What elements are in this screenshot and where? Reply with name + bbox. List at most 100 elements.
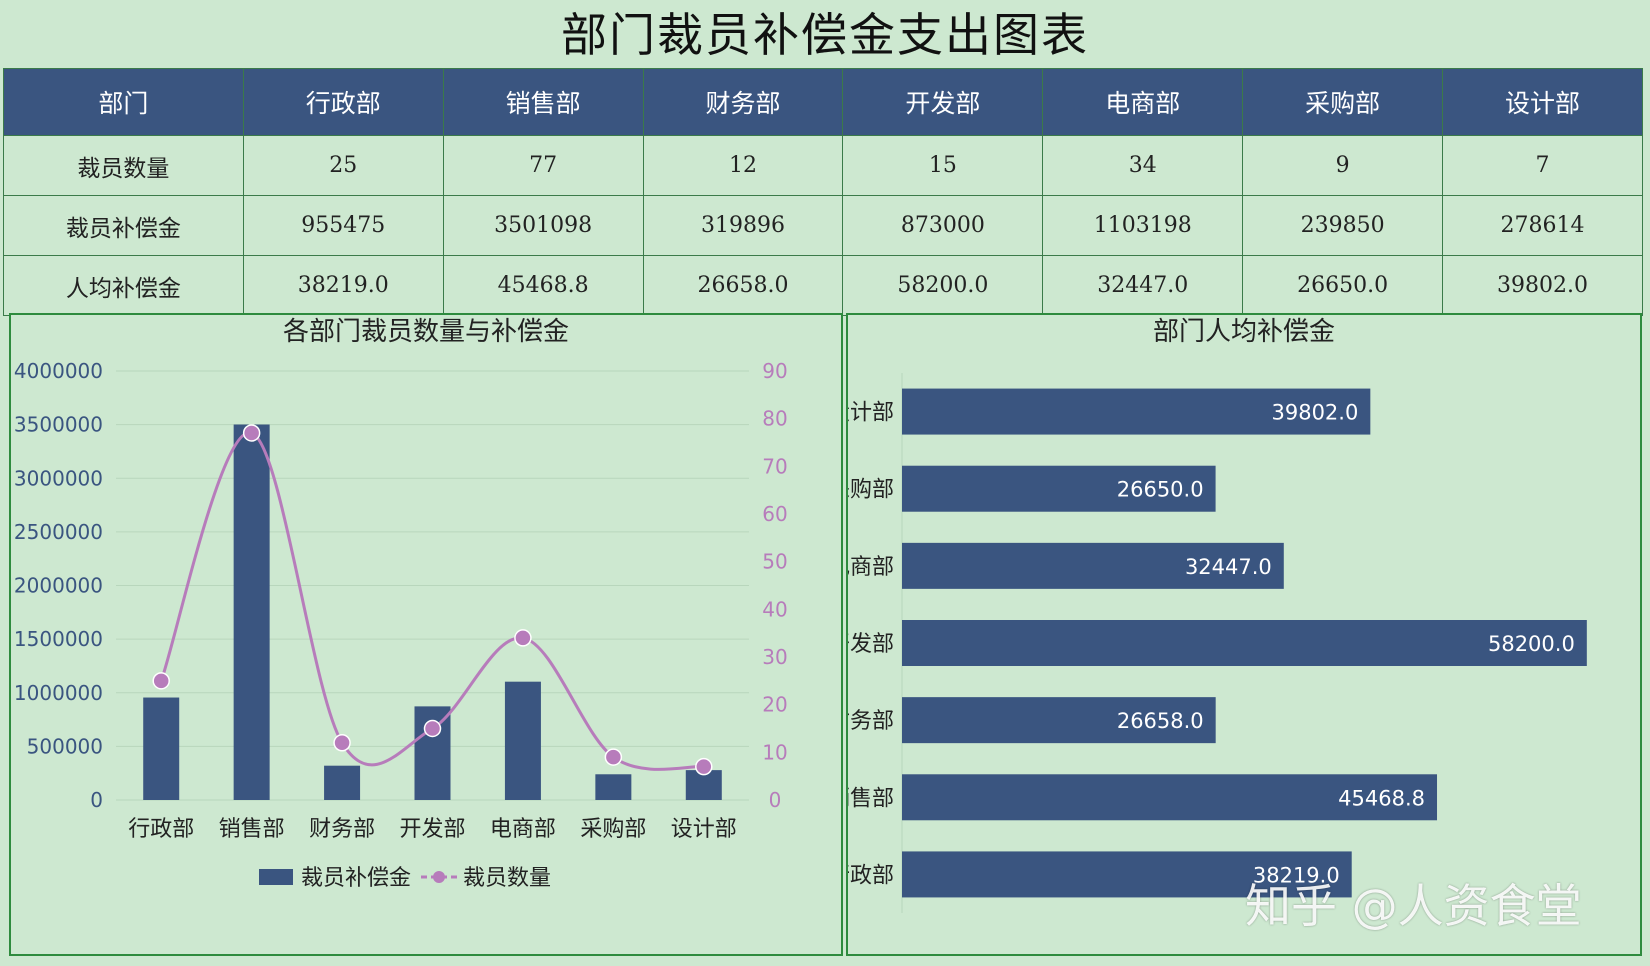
table-cell: 955475 bbox=[242, 195, 444, 256]
hbar bbox=[902, 774, 1438, 821]
hbar bbox=[902, 465, 1216, 512]
line-point-headcount bbox=[333, 734, 351, 752]
table-cell: 7 bbox=[1442, 135, 1643, 196]
y-left-tick-label: 0 bbox=[90, 788, 103, 812]
line-point-headcount bbox=[152, 672, 170, 690]
y-left-tick-label: 500000 bbox=[27, 734, 103, 758]
line-headcount bbox=[159, 431, 704, 771]
y-right-tick-label: 10 bbox=[762, 740, 787, 764]
table-cell: 25 bbox=[242, 135, 444, 196]
y-tick-label: 财务部 bbox=[848, 709, 894, 734]
bar-compensation bbox=[595, 774, 632, 800]
table-row-label: 裁员补偿金 bbox=[3, 195, 244, 256]
table-cell: 32447.0 bbox=[1042, 255, 1244, 316]
table-cell: 1103198 bbox=[1042, 195, 1244, 256]
hbar-value-label: 38219.0 bbox=[1253, 863, 1340, 887]
hbar-value-label: 45468.8 bbox=[1338, 786, 1425, 810]
combo-chart-panel[interactable]: 各部门裁员数量与补偿金 0 500000 1000000 1500000 2000000 2… bbox=[9, 313, 843, 956]
table-cell: 278614 bbox=[1442, 195, 1643, 256]
y-tick-label: 销售部 bbox=[848, 786, 894, 811]
x-tick-label: 设计部 bbox=[671, 817, 737, 842]
compensation-table: 部门 行政部 销售部 财务部 开发部 电商部 采购部 设计部 裁员数量 25 7… bbox=[3, 68, 1643, 316]
hbar-value-label: 39802.0 bbox=[1271, 401, 1358, 425]
y-left-tick-label: 3000000 bbox=[14, 466, 103, 490]
table-cell: 319896 bbox=[642, 195, 844, 256]
y-tick-label: 电商部 bbox=[848, 555, 894, 580]
watermark-text: 知乎 @人资食堂 bbox=[1245, 879, 1582, 933]
hbar bbox=[902, 851, 1352, 898]
table-cell: 3501098 bbox=[442, 195, 644, 256]
y-tick-label: 行政部 bbox=[848, 863, 894, 888]
y-left-tick-label: 4000000 bbox=[14, 359, 103, 383]
table-cell: 239850 bbox=[1242, 195, 1444, 256]
table-cell: 15 bbox=[842, 135, 1044, 196]
hbar-value-label: 26658.0 bbox=[1117, 709, 1204, 733]
line-point-headcount bbox=[604, 748, 623, 766]
line-point-headcount bbox=[695, 757, 713, 776]
y-tick-label: 设计部 bbox=[848, 401, 894, 426]
table-cell: 77 bbox=[442, 135, 644, 196]
table-cell: 34 bbox=[1042, 135, 1244, 196]
hbar bbox=[902, 542, 1284, 589]
y-right-tick-label: 30 bbox=[762, 645, 787, 669]
page-title: 部门裁员补偿金支出图表 bbox=[561, 8, 1089, 62]
y-right-tick-label: 90 bbox=[762, 359, 787, 383]
table-header-cell: 销售部 bbox=[442, 68, 644, 136]
y-left-tick-label: 2500000 bbox=[14, 520, 103, 544]
legend-swatch-marker bbox=[433, 871, 445, 883]
table-row-label: 裁员数量 bbox=[3, 135, 244, 196]
x-tick-label: 电商部 bbox=[490, 817, 556, 842]
y-tick-label: 采购部 bbox=[848, 478, 894, 503]
y-right-tick-label: 50 bbox=[762, 550, 787, 574]
table-cell: 38219.0 bbox=[242, 255, 444, 316]
line-point-headcount bbox=[514, 629, 532, 647]
table-row: 裁员补偿金 955475 3501098 319896 873000 11031… bbox=[3, 195, 1643, 256]
y-left-tick-label: 1500000 bbox=[14, 627, 103, 651]
hbar-value-label: 32447.0 bbox=[1185, 555, 1272, 579]
x-tick-label: 财务部 bbox=[309, 817, 375, 842]
bar-compensation bbox=[143, 697, 180, 800]
table-header-cell: 采购部 bbox=[1242, 68, 1444, 136]
y-right-tick-label: 0 bbox=[769, 788, 782, 812]
table-cell: 45468.8 bbox=[442, 255, 644, 316]
x-tick-label: 销售部 bbox=[219, 817, 285, 842]
table-header-cell: 部门 bbox=[3, 68, 244, 136]
bar-compensation bbox=[233, 424, 270, 800]
table-header-cell: 设计部 bbox=[1442, 68, 1643, 136]
y-right-tick-label: 70 bbox=[762, 454, 787, 478]
y-right-tick-label: 20 bbox=[762, 693, 787, 717]
table-row: 人均补偿金 38219.0 45468.8 26658.0 58200.0 32… bbox=[3, 255, 1643, 316]
y-right-tick-label: 60 bbox=[762, 502, 787, 526]
table-header-row: 部门 行政部 销售部 财务部 开发部 电商部 采购部 设计部 bbox=[3, 68, 1643, 136]
hbar-value-label: 26650.0 bbox=[1117, 478, 1204, 502]
table-cell: 26658.0 bbox=[642, 255, 844, 316]
y-left-tick-label: 2000000 bbox=[14, 574, 103, 598]
hbar bbox=[902, 388, 1371, 435]
legend-label: 裁员补偿金 bbox=[301, 866, 411, 891]
table-row: 裁员数量 25 77 12 15 34 9 7 bbox=[3, 135, 1643, 196]
bar-compensation bbox=[504, 681, 541, 800]
hbar-value-label: 58200.0 bbox=[1488, 632, 1575, 656]
chart-title: 各部门裁员数量与补偿金 bbox=[283, 317, 569, 347]
x-tick-label: 采购部 bbox=[580, 817, 646, 842]
hbar-chart: 部门人均补偿金设计部 39802.0 采购部 26650.0 电商部 32447.0 开发部… bbox=[828, 317, 1587, 913]
table-cell: 9 bbox=[1242, 135, 1444, 196]
combo-chart: 各部门裁员数量与补偿金 0 500000 1000000 1500000 2000000 2… bbox=[14, 317, 788, 891]
legend-label: 裁员数量 bbox=[463, 866, 551, 891]
y-left-tick-label: 1000000 bbox=[14, 681, 103, 705]
table-cell: 58200.0 bbox=[842, 255, 1044, 316]
bar-compensation bbox=[324, 765, 361, 800]
y-tick-label: 开发部 bbox=[848, 632, 894, 657]
hbar bbox=[902, 697, 1216, 744]
legend-swatch-bar bbox=[259, 869, 293, 885]
table-cell: 873000 bbox=[842, 195, 1044, 256]
table-header-cell: 电商部 bbox=[1042, 68, 1244, 136]
table-header-cell: 财务部 bbox=[642, 68, 844, 136]
table-row-label: 人均补偿金 bbox=[3, 255, 244, 316]
table-cell: 26650.0 bbox=[1242, 255, 1444, 316]
x-tick-label: 开发部 bbox=[399, 817, 465, 842]
line-point-headcount bbox=[423, 719, 442, 738]
hbar-chart-panel[interactable]: 部门人均补偿金设计部 39802.0 采购部 26650.0 电商部 32447.0 开发部… bbox=[828, 313, 1642, 956]
y-left-tick-label: 3500000 bbox=[14, 413, 103, 437]
y-right-tick-label: 40 bbox=[762, 597, 787, 621]
